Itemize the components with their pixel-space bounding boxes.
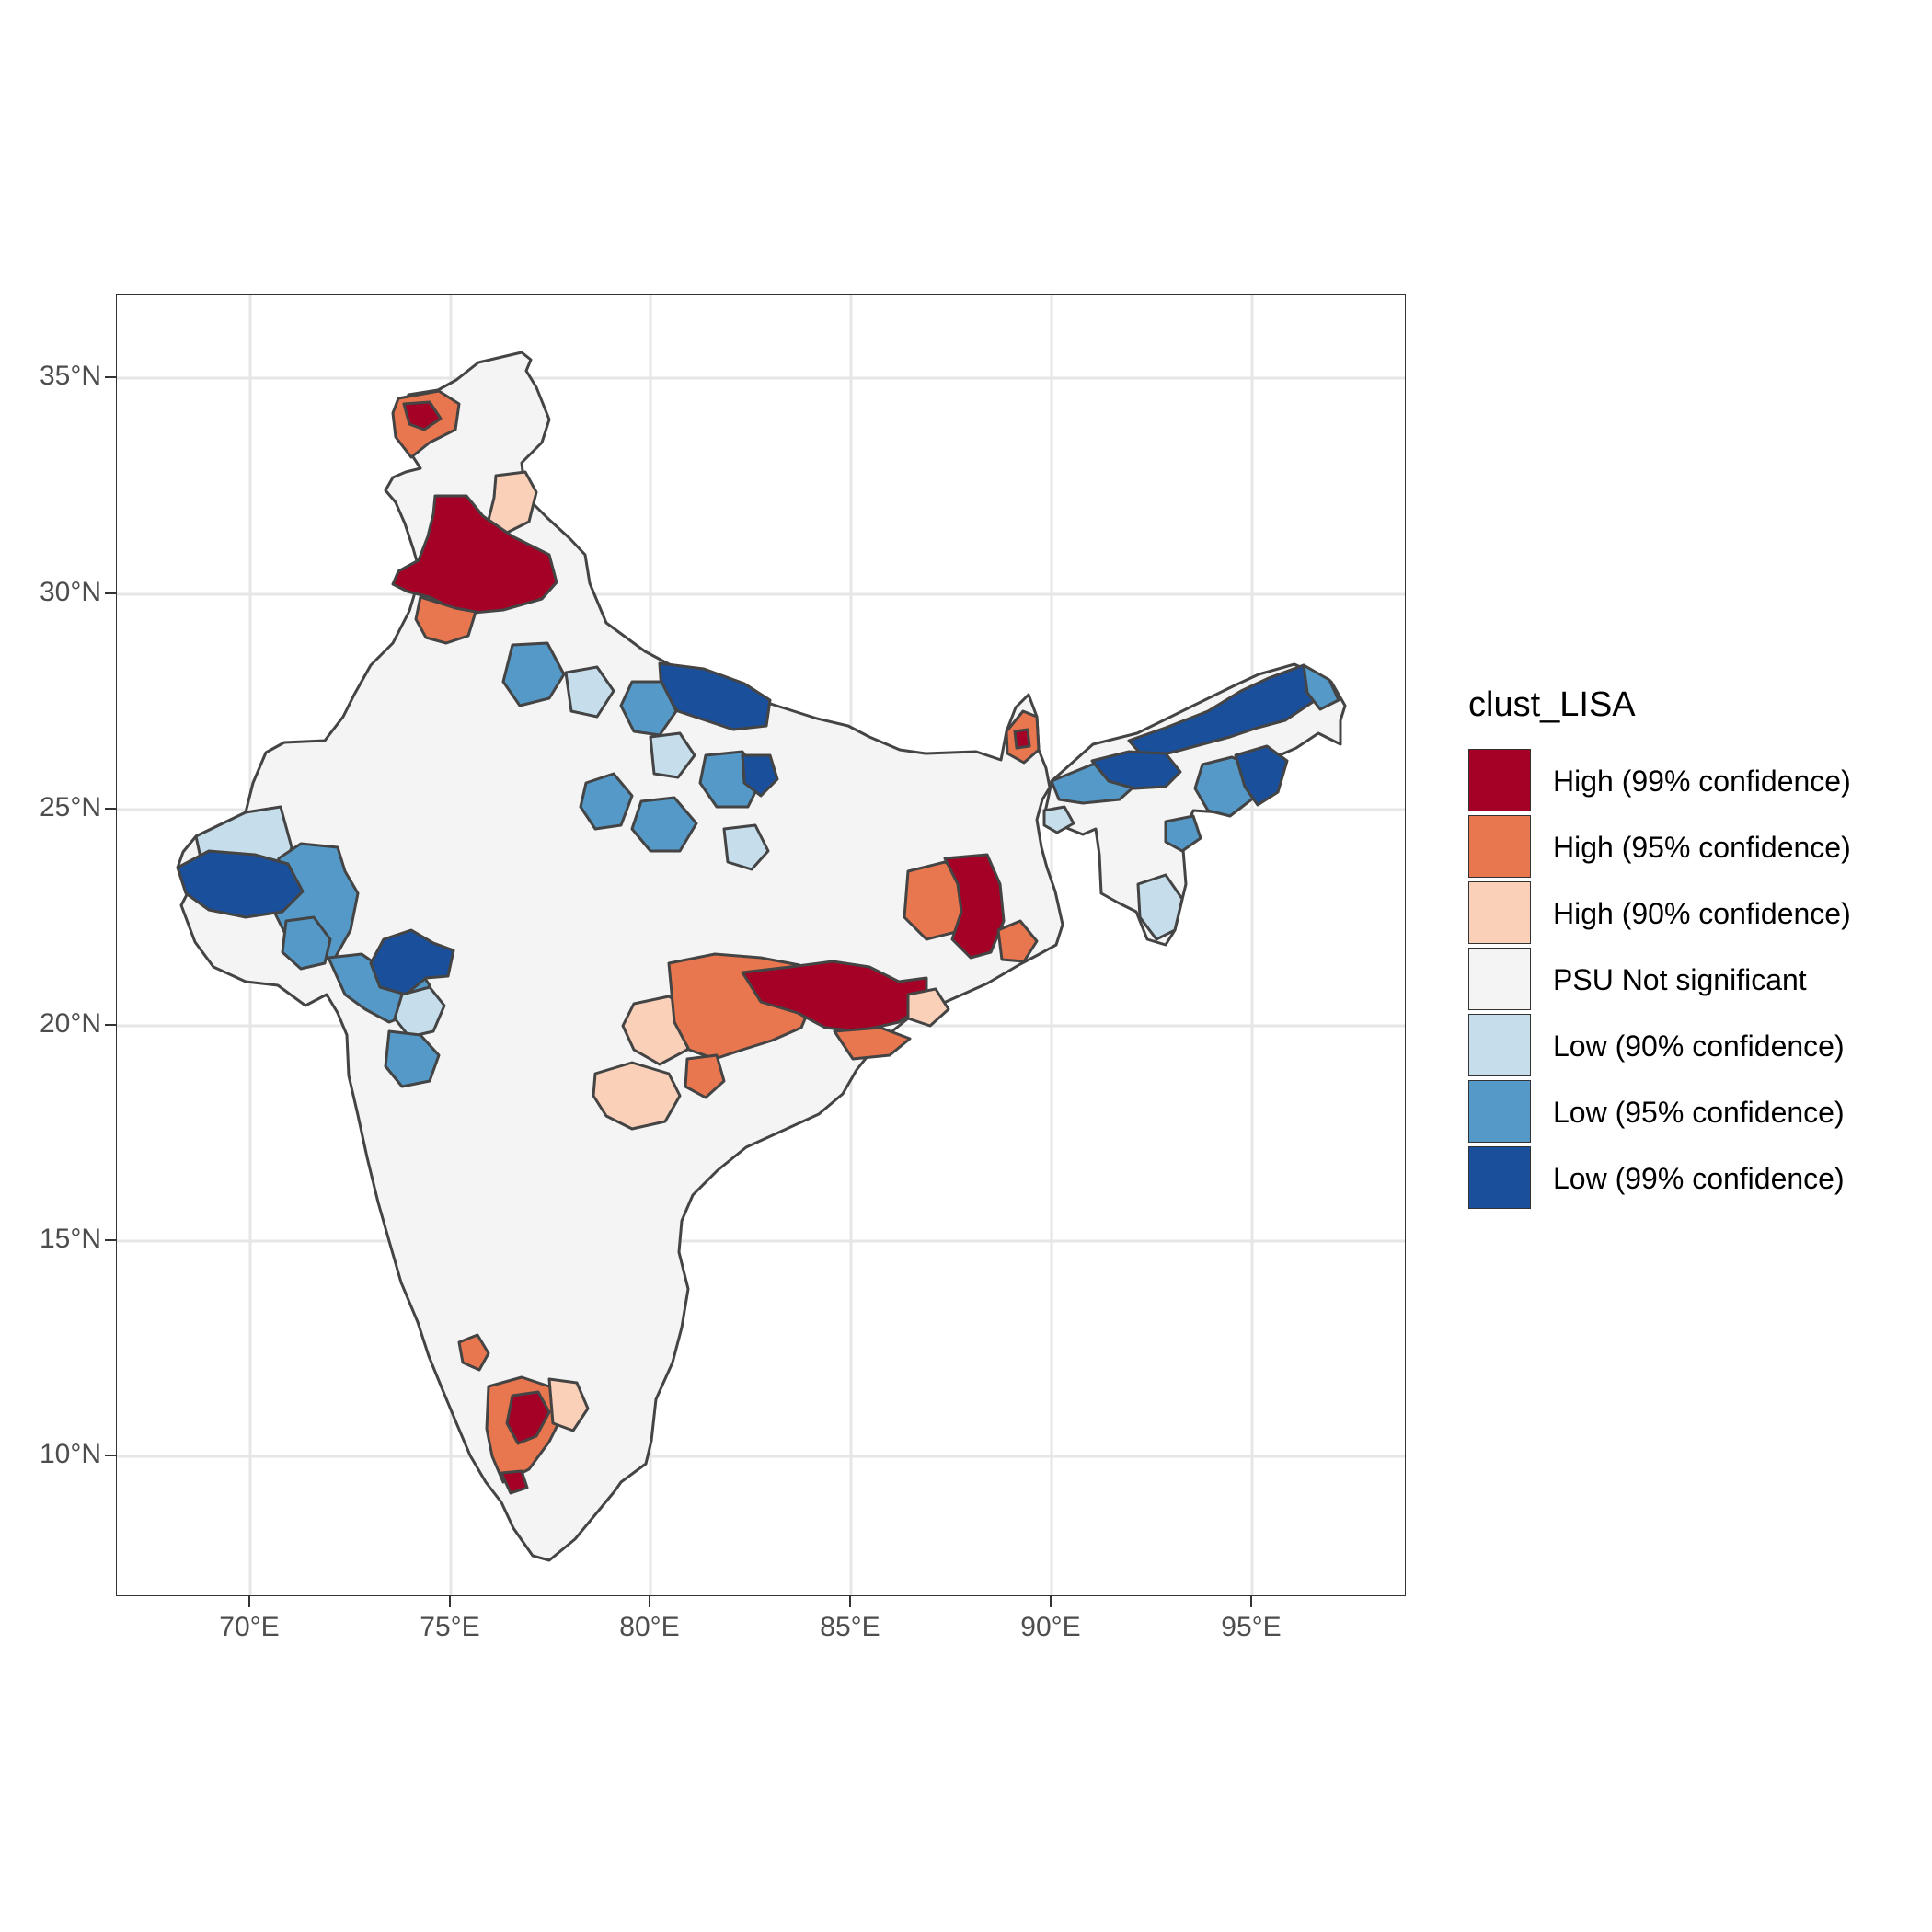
region-low-95-meghalaya [1164, 814, 1202, 853]
legend-label: High (90% confidence) [1553, 897, 1851, 930]
map-panel [116, 294, 1406, 1596]
region-low-95-gujarat [281, 915, 332, 971]
region-high-95-bengal-south [996, 919, 1039, 963]
region-low-99-assam [1090, 750, 1182, 790]
legend-item: Low (90% confidence) [1468, 1014, 1845, 1080]
region-low-90-mp-central [722, 823, 770, 871]
legend: clust_LISA High (99% confidence) High (9… [1468, 685, 1851, 1213]
y-tick-mark-35n [105, 376, 116, 378]
legend-item: PSU Not significant [1468, 948, 1807, 1014]
region-high-95-odisha-south [833, 1026, 912, 1061]
region-low-90-up-south [649, 731, 696, 779]
region-high-95-haryana [414, 595, 477, 645]
x-tick-label-75e: 75°E [420, 1612, 480, 1642]
x-tick-mark-70e [248, 1596, 250, 1607]
x-tick-mark-80e [649, 1596, 650, 1607]
region-high-95-chhattisgarh-south [684, 1053, 726, 1099]
region-low-90-maharashtra [393, 985, 446, 1039]
legend-swatch [1468, 948, 1531, 1010]
x-tick-label-70e: 70°E [219, 1612, 280, 1642]
region-low-95-up-bundelkhand [630, 796, 698, 853]
region-low-99-gujarat-east [369, 928, 455, 996]
region-low-95-mp-north [579, 772, 634, 831]
region-high-90-telangana [592, 1061, 682, 1131]
y-tick-mark-25n [105, 808, 116, 810]
region-high-95-kerala-north [457, 1333, 490, 1372]
region-high-99-sikkim [1013, 728, 1031, 750]
region-high-90-odisha [906, 987, 950, 1028]
legend-label: Low (99% confidence) [1553, 1162, 1845, 1195]
legend-swatch [1468, 1146, 1531, 1209]
region-low-99-up-southeast [741, 753, 779, 798]
y-tick-label-10n: 10°N [39, 1439, 101, 1469]
y-tick-label-20n: 20°N [39, 1008, 101, 1039]
region-high-90-tamilnadu [547, 1377, 590, 1432]
legend-item: High (99% confidence) [1468, 749, 1851, 815]
region-high-99-tamilnadu [505, 1390, 551, 1445]
x-tick-mark-90e [1050, 1596, 1052, 1607]
region-high-90-himachal [487, 470, 538, 535]
region-low-99-kutch [176, 849, 305, 919]
y-tick-mark-30n [105, 592, 116, 594]
legend-label: PSU Not significant [1553, 963, 1807, 996]
cluster-regions [176, 389, 1340, 1495]
x-tick-label-85e: 85°E [820, 1612, 880, 1642]
india-district-map [117, 295, 1405, 1595]
region-low-90-up-central [564, 665, 615, 719]
legend-swatch [1468, 881, 1531, 944]
region-high-99-kerala-south [500, 1469, 529, 1495]
y-tick-label-25n: 25°N [39, 792, 101, 822]
region-low-95-up-west [501, 641, 566, 707]
y-tick-mark-20n [105, 1024, 116, 1026]
region-low-90-meghalaya [1042, 805, 1075, 834]
region-low-95-arunachal-east [1302, 663, 1340, 711]
legend-swatch [1468, 1080, 1531, 1143]
x-tick-label-80e: 80°E [619, 1612, 680, 1642]
y-tick-label-30n: 30°N [39, 577, 101, 607]
x-tick-mark-85e [849, 1596, 851, 1607]
legend-label: High (95% confidence) [1553, 831, 1851, 864]
region-high-99-kashmir [402, 400, 443, 431]
region-low-95-maharashtra [384, 1029, 441, 1088]
x-tick-mark-75e [449, 1596, 451, 1607]
legend-item: High (90% confidence) [1468, 881, 1851, 948]
y-tick-label-35n: 35°N [39, 361, 101, 391]
legend-label: High (99% confidence) [1553, 765, 1851, 798]
x-tick-label-90e: 90°E [1020, 1612, 1081, 1642]
legend-item: Low (95% confidence) [1468, 1080, 1845, 1146]
legend-swatch [1468, 815, 1531, 878]
y-tick-mark-15n [105, 1239, 116, 1241]
legend-swatch [1468, 1014, 1531, 1076]
legend-label: Low (90% confidence) [1553, 1029, 1845, 1063]
legend-item: Low (99% confidence) [1468, 1146, 1845, 1213]
region-low-90-manipur [1136, 873, 1184, 941]
region-low-99-assam-east [1234, 744, 1289, 807]
legend-swatch [1468, 749, 1531, 811]
y-tick-label-15n: 15°N [39, 1224, 101, 1254]
x-tick-label-95e: 95°E [1221, 1612, 1282, 1642]
region-high-99-bengal [943, 853, 1006, 960]
x-tick-mark-95e [1250, 1596, 1252, 1607]
legend-label: Low (95% confidence) [1553, 1096, 1845, 1129]
legend-item: High (95% confidence) [1468, 815, 1851, 881]
y-tick-mark-10n [105, 1455, 116, 1456]
legend-title: clust_LISA [1468, 685, 1636, 724]
